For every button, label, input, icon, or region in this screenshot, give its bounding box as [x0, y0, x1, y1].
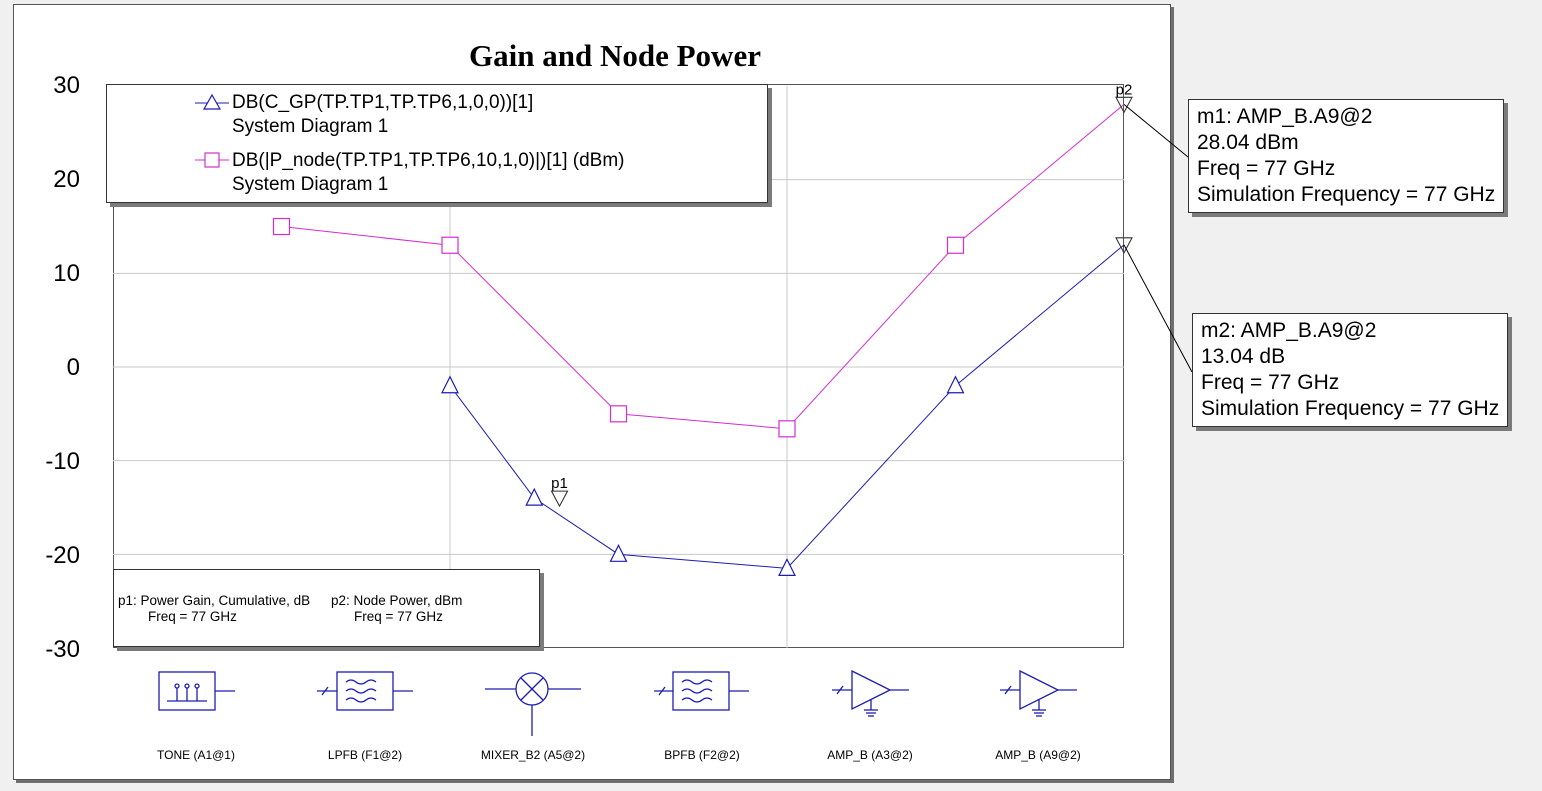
y-tick-label: -10 [45, 448, 80, 475]
component-label: LPFB (F1@2) [327, 748, 403, 762]
legend-series-gain-subtitle: System Diagram 1 [232, 116, 389, 137]
legend-series-gain-label: DB(C_GP(TP.TP1,TP.TP6,1,0,0))[1] [232, 92, 534, 113]
marker-box-m1[interactable]: m1: AMP_B.A9@2 28.04 dBm Freq = 77 GHz S… [1188, 99, 1505, 213]
legend-swatch-power [195, 152, 229, 168]
component-label: BPFB (F2@2) [664, 748, 740, 762]
amplifier-icon[interactable] [1000, 669, 1077, 717]
marker-box-m2-line: m2: AMP_B.A9@2 [1201, 319, 1377, 342]
component-label: AMP_B (A3@2) [827, 748, 913, 762]
marker-box-m1-line: Simulation Frequency = 77 GHz [1197, 183, 1496, 206]
y-tick-label: 20 [53, 166, 80, 193]
marker-p1-description: p1: Power Gain, Cumulative, dB [118, 593, 311, 608]
y-tick-label: 30 [53, 72, 80, 99]
marker-p2-description: p2: Node Power, dBm [331, 593, 463, 608]
marker-box-m1-line: m1: AMP_B.A9@2 [1197, 105, 1373, 128]
bandpass-filter-icon[interactable] [654, 671, 749, 711]
lowpass-filter-icon[interactable] [317, 671, 413, 711]
marker-p2-freq: Freq = 77 GHz [354, 609, 443, 624]
y-tick-label: -30 [45, 636, 80, 663]
component-label: AMP_B (A9@2) [995, 748, 1081, 762]
mixer-icon[interactable] [485, 672, 581, 736]
marker-box-m1-line: 28.04 dBm [1197, 131, 1299, 154]
legend-series-power-subtitle: System Diagram 1 [232, 174, 389, 195]
tone-source-icon[interactable] [158, 671, 235, 711]
component-label: MIXER_B2 (A5@2) [480, 748, 586, 762]
y-tick-label: 0 [66, 354, 80, 381]
y-tick-label: -20 [45, 542, 80, 569]
marker-box-m2[interactable]: m2: AMP_B.A9@2 13.04 dB Freq = 77 GHz Si… [1192, 313, 1509, 427]
marker-box-m2-line: 13.04 dB [1201, 345, 1286, 368]
marker-p1-freq: Freq = 77 GHz [148, 609, 237, 624]
marker-box-m1-line: Freq = 77 GHz [1197, 157, 1336, 180]
y-tick-label: 10 [53, 260, 80, 287]
marker-legend[interactable]: p1: Power Gain, Cumulative, dB Freq = 77… [113, 569, 540, 647]
amplifier-icon[interactable] [832, 669, 909, 717]
chart-title: Gain and Node Power [469, 38, 761, 73]
series-legend[interactable]: DB(C_GP(TP.TP1,TP.TP6,1,0,0))[1] System … [106, 84, 768, 203]
marker-box-m2-line: Simulation Frequency = 77 GHz [1201, 397, 1500, 420]
component-label: TONE (A1@1) [157, 748, 235, 762]
legend-series-power-label: DB(|P_node(TP.TP1,TP.TP6,10,1,0)|)[1] (d… [232, 150, 625, 171]
marker-box-m2-line: Freq = 77 GHz [1201, 371, 1340, 394]
legend-swatch-gain [195, 93, 229, 110]
